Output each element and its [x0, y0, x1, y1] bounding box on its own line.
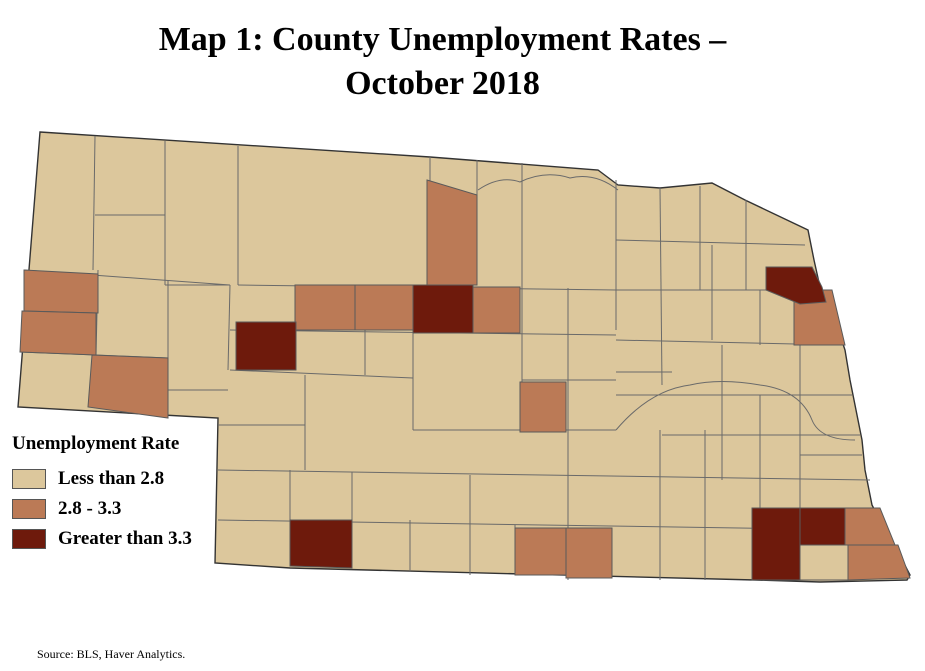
legend-item: Less than 2.8	[12, 464, 192, 494]
legend-title: Unemployment Rate	[12, 433, 180, 454]
map-title-line1: Map 1: County Unemployment Rates –	[158, 21, 727, 58]
county-high	[235, 321, 297, 371]
county-high	[751, 507, 801, 581]
county-mid	[519, 381, 567, 433]
county-high	[412, 284, 474, 334]
counties-mid-rate	[19, 179, 911, 581]
county-low	[799, 544, 849, 581]
legend-label: Greater than 3.3	[58, 528, 192, 549]
county-mid	[294, 284, 356, 331]
county-mid	[472, 286, 521, 334]
map-title-line2: October 2018	[345, 65, 540, 102]
county-mid	[841, 507, 896, 546]
legend-swatch	[12, 499, 46, 519]
county-mid	[87, 354, 169, 419]
county-mid	[354, 284, 414, 331]
legend-item: Greater than 3.3	[12, 524, 192, 554]
county-mid	[23, 269, 99, 314]
legend-label: 2.8 - 3.3	[58, 498, 122, 519]
legend-swatch	[12, 529, 46, 549]
county-high	[765, 266, 827, 305]
source-note: Source: BLS, Haver Analytics.	[37, 647, 186, 661]
legend: Unemployment Rate Less than 2.8 2.8 - 3.…	[12, 433, 192, 554]
map-title: Map 1: County Unemployment Rates – Octob…	[0, 18, 885, 106]
county-mid	[514, 527, 567, 576]
county-mid	[426, 179, 478, 286]
counties-high-rate	[235, 266, 846, 581]
county-high	[799, 507, 846, 546]
county-mid	[565, 527, 613, 579]
county-mid	[19, 310, 97, 356]
county-mid	[847, 544, 911, 581]
legend-swatch	[12, 469, 46, 489]
county-high	[289, 519, 353, 569]
legend-label: Less than 2.8	[58, 468, 165, 489]
legend-item: 2.8 - 3.3	[12, 494, 192, 524]
